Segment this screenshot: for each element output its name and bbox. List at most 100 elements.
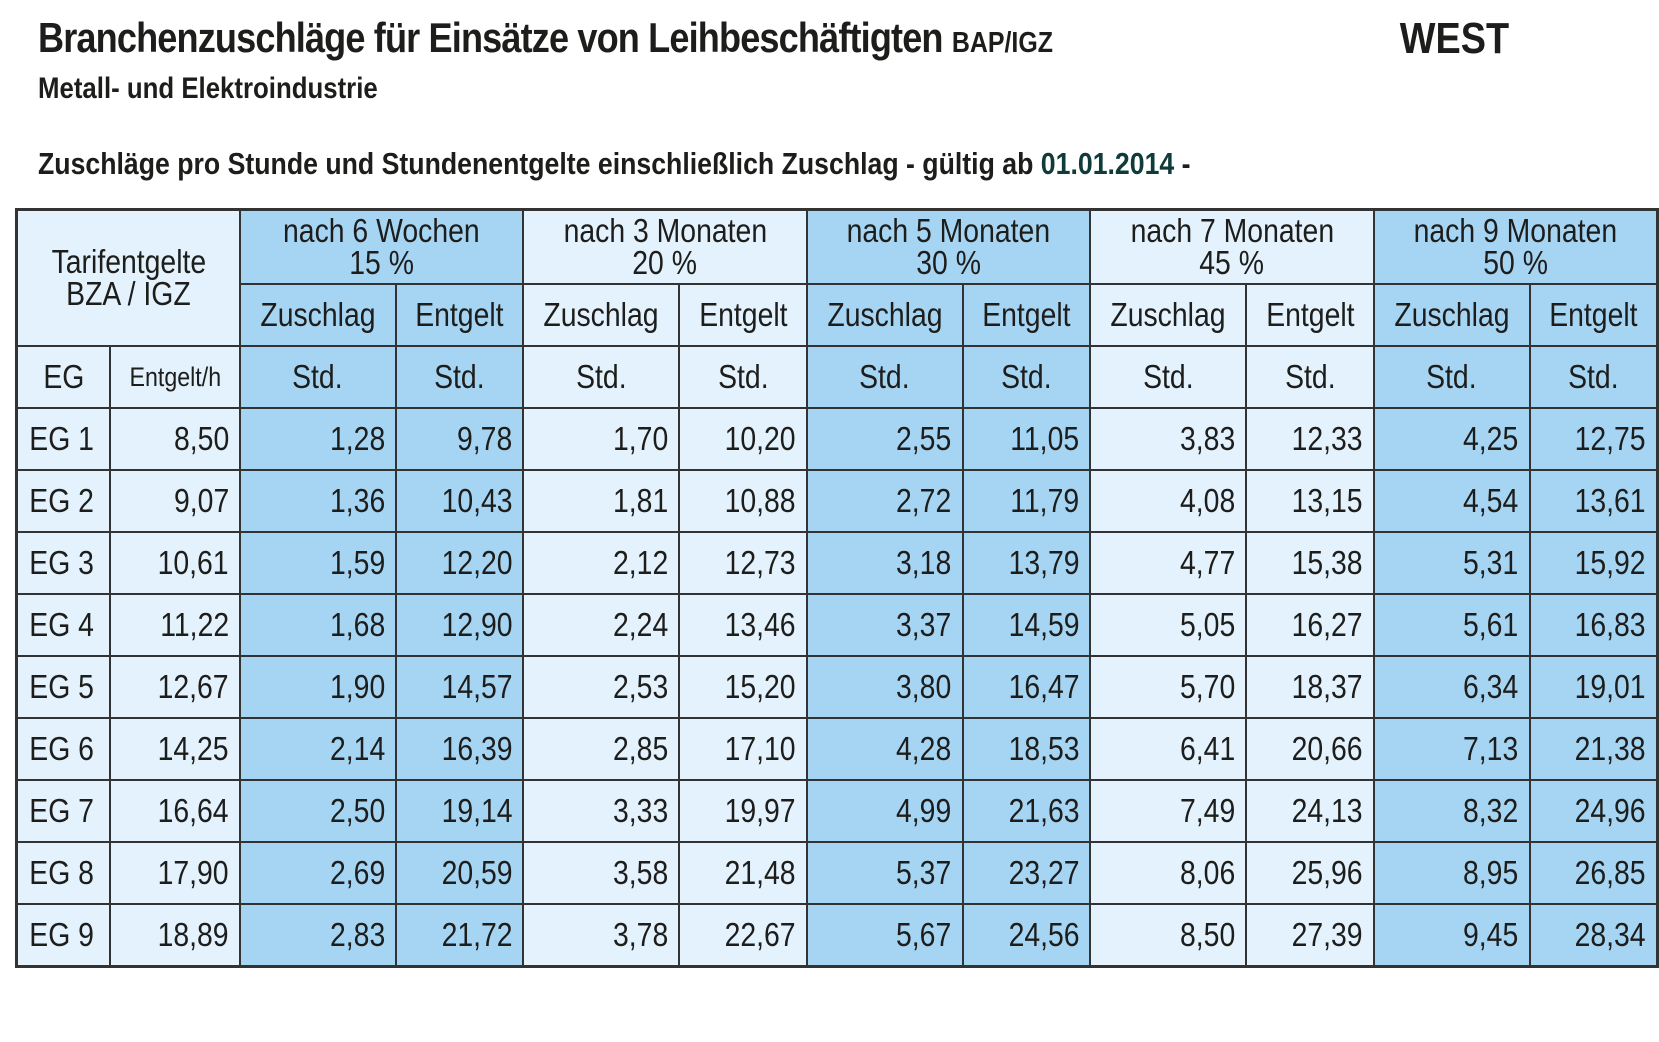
surcharge-cell: 8,32 <box>1372 779 1531 843</box>
base-wage-cell: 11,22 <box>109 593 241 657</box>
cell-value: 4,99 <box>896 792 952 829</box>
wage-cell: 15,92 <box>1528 531 1659 595</box>
group-label: nach 6 Wochen <box>283 212 480 249</box>
cell-value: 5,67 <box>896 916 952 953</box>
cell-value: 8,06 <box>1179 854 1236 891</box>
cell-value: 5,70 <box>1179 668 1236 705</box>
wage-cell: 28,34 <box>1528 903 1659 968</box>
base-wage-cell: 9,07 <box>109 469 241 533</box>
sub-header-label: Entgelt <box>982 296 1071 333</box>
eg-cell: EG 9 <box>15 903 112 968</box>
eg-cell: EG 3 <box>15 531 112 595</box>
cell-value: 16,27 <box>1291 606 1363 643</box>
cell-value: 3,58 <box>612 854 669 891</box>
cell-value: 4,25 <box>1463 420 1519 457</box>
unit-header: Std. <box>678 345 808 409</box>
wage-cell: 19,97 <box>678 779 808 843</box>
table-row: EG 7 16,64 2,50 19,14 3,33 19,97 4,99 21,63 7,49… <box>15 779 1659 843</box>
sub-header: Zuschlag <box>238 283 397 347</box>
validity-line: Zuschläge pro Stunde und Stundenentgelte… <box>38 146 1191 182</box>
wage-cell: 15,20 <box>678 655 808 719</box>
cell-value: 9,45 <box>1463 916 1519 953</box>
cell-value: 17,10 <box>724 730 796 767</box>
cell-value: 3,83 <box>1179 420 1236 457</box>
cell-value: 4,28 <box>896 730 952 767</box>
unit-header: Std. <box>1245 345 1375 409</box>
wage-cell: 11,79 <box>961 469 1092 533</box>
header-row-sub: Zuschlag Entgelt Zuschlag Entgelt Zuschlag En… <box>17 283 1659 347</box>
group-percent: 30 % <box>916 244 981 281</box>
wage-cell: 16,27 <box>1245 593 1375 657</box>
wage-cell: 21,63 <box>961 779 1092 843</box>
header-row-units: EG Entgelt/h Std. Std. Std. Std. Std. Std. Std. S… <box>15 345 1659 409</box>
table-row: EG 3 10,61 1,59 12,20 2,12 12,73 3,18 13,79 4,77… <box>15 531 1659 595</box>
surcharge-cell: 5,61 <box>1372 593 1531 657</box>
cell-value: 12,20 <box>441 544 513 581</box>
surcharge-cell: 3,33 <box>522 779 681 843</box>
cell-value: 3,37 <box>896 606 952 643</box>
wage-cell: 12,90 <box>394 593 525 657</box>
base-wage-cell: 10,61 <box>109 531 241 595</box>
cell-value: 2,69 <box>329 854 385 891</box>
wage-cell: 21,48 <box>678 841 808 905</box>
eg-cell: EG 7 <box>15 779 112 843</box>
group-header: nach 6 Wochen 15 % <box>238 208 525 285</box>
cell-value: 5,37 <box>896 854 952 891</box>
wage-cell: 12,20 <box>394 531 525 595</box>
cell-value: 15,92 <box>1574 544 1646 581</box>
surcharge-cell: 9,45 <box>1372 903 1531 968</box>
cell-value: 12,75 <box>1574 420 1646 457</box>
wage-cell: 21,38 <box>1528 717 1659 781</box>
cell-value: 2,83 <box>329 916 385 953</box>
cell-value: 1,81 <box>612 482 669 519</box>
unit-label: Std. <box>1568 358 1619 395</box>
unit-label: Std. <box>434 358 485 395</box>
cell-value: 10,43 <box>441 482 513 519</box>
cell-value: 8,50 <box>1179 916 1236 953</box>
group-label: nach 9 Monaten <box>1413 212 1618 249</box>
base-wage-value: 18,89 <box>157 916 229 953</box>
surcharge-cell: 2,50 <box>238 779 397 843</box>
base-wage-cell: 8,50 <box>109 407 241 471</box>
cell-value: 2,72 <box>896 482 952 519</box>
wage-cell: 16,47 <box>961 655 1092 719</box>
eg-value: EG 9 <box>29 916 94 953</box>
surcharge-cell: 4,08 <box>1089 469 1248 533</box>
surcharge-cell: 1,70 <box>522 407 681 471</box>
group-percent: 15 % <box>349 244 414 281</box>
cell-value: 16,47 <box>1008 668 1080 705</box>
unit-header: Std. <box>238 345 397 409</box>
sub-header: Zuschlag <box>1089 283 1248 347</box>
surcharge-cell: 6,34 <box>1372 655 1531 719</box>
wage-cell: 24,96 <box>1528 779 1659 843</box>
cell-value: 18,53 <box>1008 730 1080 767</box>
eg-value: EG 7 <box>29 792 94 829</box>
surcharge-cell: 5,05 <box>1089 593 1248 657</box>
surcharge-cell: 1,68 <box>238 593 397 657</box>
unit-label: Std. <box>576 358 627 395</box>
unit-label: Std. <box>292 358 344 395</box>
surcharge-cell: 2,53 <box>522 655 681 719</box>
cell-value: 24,96 <box>1574 792 1646 829</box>
entgelt-h-label: Entgelt/h <box>129 362 221 392</box>
surcharge-cell: 6,41 <box>1089 717 1248 781</box>
title-suffix: BAP/IGZ <box>951 27 1053 59</box>
wage-cell: 18,37 <box>1245 655 1375 719</box>
entgelt-h-header: Entgelt/h <box>109 345 241 409</box>
wage-cell: 13,61 <box>1528 469 1659 533</box>
base-wage-value: 8,50 <box>173 420 229 457</box>
base-wage-value: 16,64 <box>157 792 229 829</box>
sub-header-label: Entgelt <box>698 296 788 333</box>
cell-value: 13,15 <box>1291 482 1363 519</box>
cell-value: 16,83 <box>1574 606 1646 643</box>
surcharge-cell: 1,36 <box>238 469 397 533</box>
eg-cell: EG 2 <box>15 469 112 533</box>
base-wage-value: 12,67 <box>157 668 229 705</box>
wage-cell: 18,53 <box>961 717 1092 781</box>
cell-value: 5,61 <box>1463 606 1519 643</box>
group-header: nach 9 Monaten 50 % <box>1372 208 1659 285</box>
surcharge-cell: 2,12 <box>522 531 681 595</box>
cell-value: 2,24 <box>612 606 669 643</box>
cell-value: 4,08 <box>1179 482 1236 519</box>
wage-cell: 24,56 <box>961 903 1092 968</box>
